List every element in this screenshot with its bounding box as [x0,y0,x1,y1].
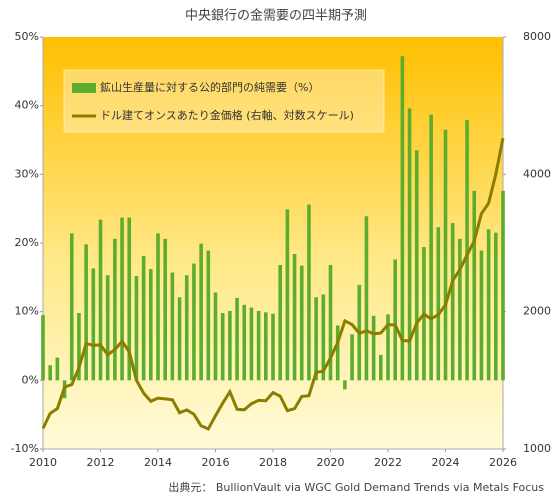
bar [84,244,88,381]
price-line [41,137,505,431]
bar [472,190,477,381]
chart-title: 中央銀行の金需要の四半期予測 [185,8,367,24]
bar [170,272,175,381]
bar [48,365,52,381]
x-tick-label: 2010 [29,456,57,469]
bar [156,233,160,381]
bar [407,108,412,381]
legend: 鉱山生産量に対する公的部門の純需要（%） ドル建てオンスあたり金価格 (右軸、対数… [63,69,385,133]
bar [285,209,290,381]
bar [314,297,318,381]
bar [292,253,297,381]
bar [98,219,103,381]
x-tick-label: 2016 [202,456,230,469]
bar [149,269,153,381]
bar [113,238,117,381]
y-tick-label: 20% [15,236,39,249]
bar [335,325,340,381]
bar [299,265,304,381]
bar [400,56,405,381]
bar [465,120,469,381]
bar [379,354,383,381]
legend-label: ドル建てオンスあたり金価格 (右軸、対数スケール) [100,108,354,122]
bar [256,310,261,381]
x-tick-label: 2012 [87,456,115,469]
bar [443,129,448,381]
bar [414,150,419,381]
x-tick-label: 2026 [489,456,517,469]
y-tick-label: 40% [15,99,39,112]
bar [343,380,347,390]
y-tick-label: -10% [11,442,39,455]
bar [350,334,354,381]
bar [242,304,247,381]
bar [163,238,167,381]
bar [436,227,441,381]
x-tick-label: 2020 [317,456,345,469]
bar [494,232,498,381]
bar [105,275,110,381]
bar [393,259,397,381]
source-note: 出典元： BullionVault via WGC Gold Demand Tr… [168,480,544,494]
bar [220,313,225,381]
x-tick-label: 2014 [144,456,172,469]
bar [228,310,232,381]
y-tick-label: 10% [15,305,39,318]
x-tick-label: 2022 [374,456,402,469]
y2-tick-label: 2000 [523,305,551,318]
bar [264,312,268,381]
bar [235,297,239,381]
bar [386,314,390,381]
bar [141,256,146,381]
legend-label: 鉱山生産量に対する公的部門の純需要（%） [100,80,319,94]
bar [249,307,254,381]
y2-tick-label: 1000 [523,442,551,455]
plot-background [43,37,503,449]
bar [271,313,275,381]
bar [307,204,311,381]
bar [91,268,96,381]
y-tick-label: 0% [22,373,39,386]
bar [364,216,369,381]
bar [199,243,203,381]
legend-box [63,69,385,133]
bar [278,264,282,381]
bar [120,217,124,381]
bar [41,315,45,381]
bar [213,292,218,381]
y-tick-label: 30% [15,167,39,180]
bar [371,315,376,381]
y-tick-label: 50% [15,30,39,43]
bar [321,294,326,381]
bar [134,275,139,381]
y2-tick-label: 4000 [523,167,551,180]
bar [177,297,182,381]
bar [192,263,196,381]
bar [450,223,455,381]
y2-tick-label: 8000 [523,30,551,43]
bar [77,313,81,381]
legend-swatch [72,83,96,93]
x-tick-label: 2024 [432,456,460,469]
bar [429,114,433,381]
bar [328,264,333,381]
bar [184,275,189,381]
bar [479,250,484,381]
bar [458,238,462,381]
bar [127,217,132,381]
bar [206,250,211,381]
bar [501,190,505,381]
bar [69,233,74,381]
bar [55,357,60,381]
x-tick-label: 2018 [259,456,287,469]
bar [486,229,491,381]
